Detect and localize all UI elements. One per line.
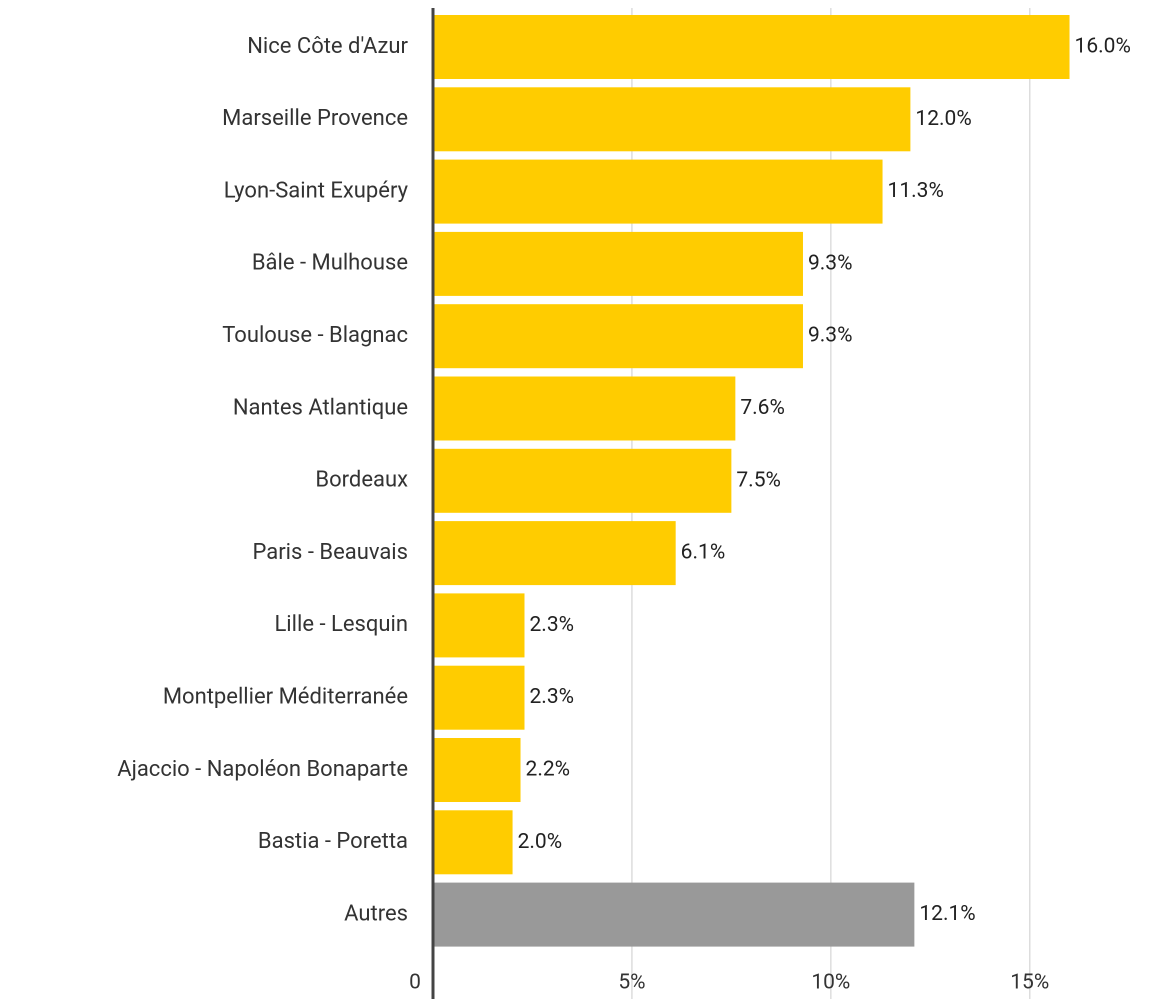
category-label: Bordeaux: [315, 468, 408, 493]
category-label: Ajaccio - Napoléon Bonaparte: [117, 757, 408, 782]
value-label: 2.3%: [530, 613, 575, 637]
x-tick-label: 0: [409, 971, 421, 995]
x-tick-label: 15%: [1010, 971, 1049, 995]
bar: [433, 448, 732, 513]
value-label: 2.0%: [518, 830, 563, 854]
category-label: Nice Côte d'Azur: [247, 34, 408, 59]
category-label: Nantes Atlantique: [233, 395, 408, 420]
category-label: Montpellier Méditerranée: [163, 685, 408, 710]
category-label: Paris - Beauvais: [252, 540, 408, 565]
bar: [433, 304, 803, 369]
category-label: Bastia - Poretta: [258, 829, 408, 854]
category-label: Lyon-Saint Exupéry: [224, 178, 409, 203]
category-label: Bâle - Mulhouse: [252, 251, 408, 276]
value-label: 9.3%: [808, 324, 853, 348]
category-label: Marseille Provence: [222, 106, 408, 131]
bar: [433, 882, 915, 947]
bar: [433, 810, 513, 875]
value-label: 7.5%: [736, 468, 781, 492]
bar: [433, 15, 1070, 79]
value-label: 2.2%: [526, 758, 571, 782]
value-label: 7.6%: [740, 396, 785, 420]
bar: [433, 376, 736, 441]
bar: [433, 87, 911, 152]
bar: [433, 231, 803, 296]
bar: [433, 521, 676, 586]
value-label: 2.3%: [530, 685, 575, 709]
value-label: 11.3%: [888, 179, 944, 203]
value-label: 16.0%: [1075, 35, 1131, 59]
value-label: 12.1%: [919, 902, 975, 926]
x-tick-label: 10%: [811, 971, 850, 995]
value-label: 6.1%: [681, 541, 726, 565]
bar: [433, 738, 521, 802]
bar: [433, 159, 883, 224]
category-label: Lille - Lesquin: [274, 612, 408, 637]
x-tick-label: 5%: [618, 971, 645, 995]
bar: [433, 665, 525, 730]
bar: [433, 593, 525, 658]
value-label: 9.3%: [808, 251, 853, 275]
category-label: Autres: [344, 901, 408, 926]
value-label: 12.0%: [915, 107, 971, 131]
category-label: Toulouse - Blagnac: [222, 323, 408, 348]
